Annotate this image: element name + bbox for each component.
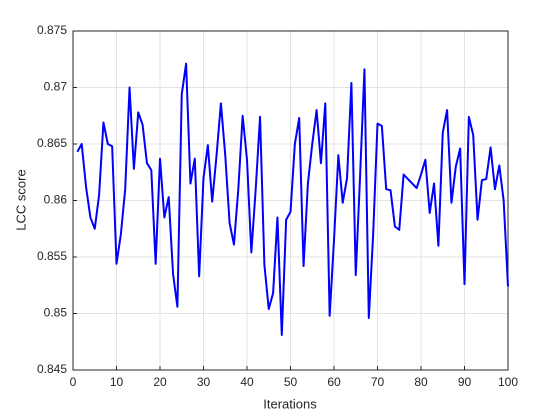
y-tick-label: 0.86 — [44, 193, 68, 207]
y-tick-label: 0.87 — [44, 80, 68, 94]
x-tick-label: 50 — [284, 375, 298, 389]
y-tick-label: 0.875 — [37, 23, 67, 37]
x-tick-label: 10 — [110, 375, 124, 389]
x-tick-label: 80 — [414, 375, 428, 389]
x-tick-label: 0 — [70, 375, 77, 389]
x-tick-label: 70 — [371, 375, 385, 389]
y-tick-label: 0.845 — [37, 362, 67, 376]
x-tick-label: 100 — [498, 375, 518, 389]
y-tick-label: 0.865 — [37, 136, 67, 150]
x-tick-label: 60 — [327, 375, 341, 389]
x-axis-label: Iterations — [263, 396, 317, 411]
x-tick-label: 20 — [153, 375, 167, 389]
y-tick-label: 0.855 — [37, 249, 67, 263]
y-tick-label: 0.85 — [44, 306, 68, 320]
x-tick-label: 40 — [240, 375, 254, 389]
x-tick-label: 90 — [458, 375, 472, 389]
y-axis-label: LCC score — [13, 169, 28, 230]
data-line — [76, 62, 509, 336]
x-tick-label: 30 — [197, 375, 211, 389]
plot-frame — [72, 30, 509, 371]
